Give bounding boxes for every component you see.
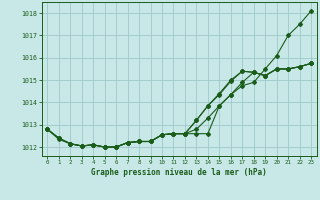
X-axis label: Graphe pression niveau de la mer (hPa): Graphe pression niveau de la mer (hPa) bbox=[91, 168, 267, 177]
